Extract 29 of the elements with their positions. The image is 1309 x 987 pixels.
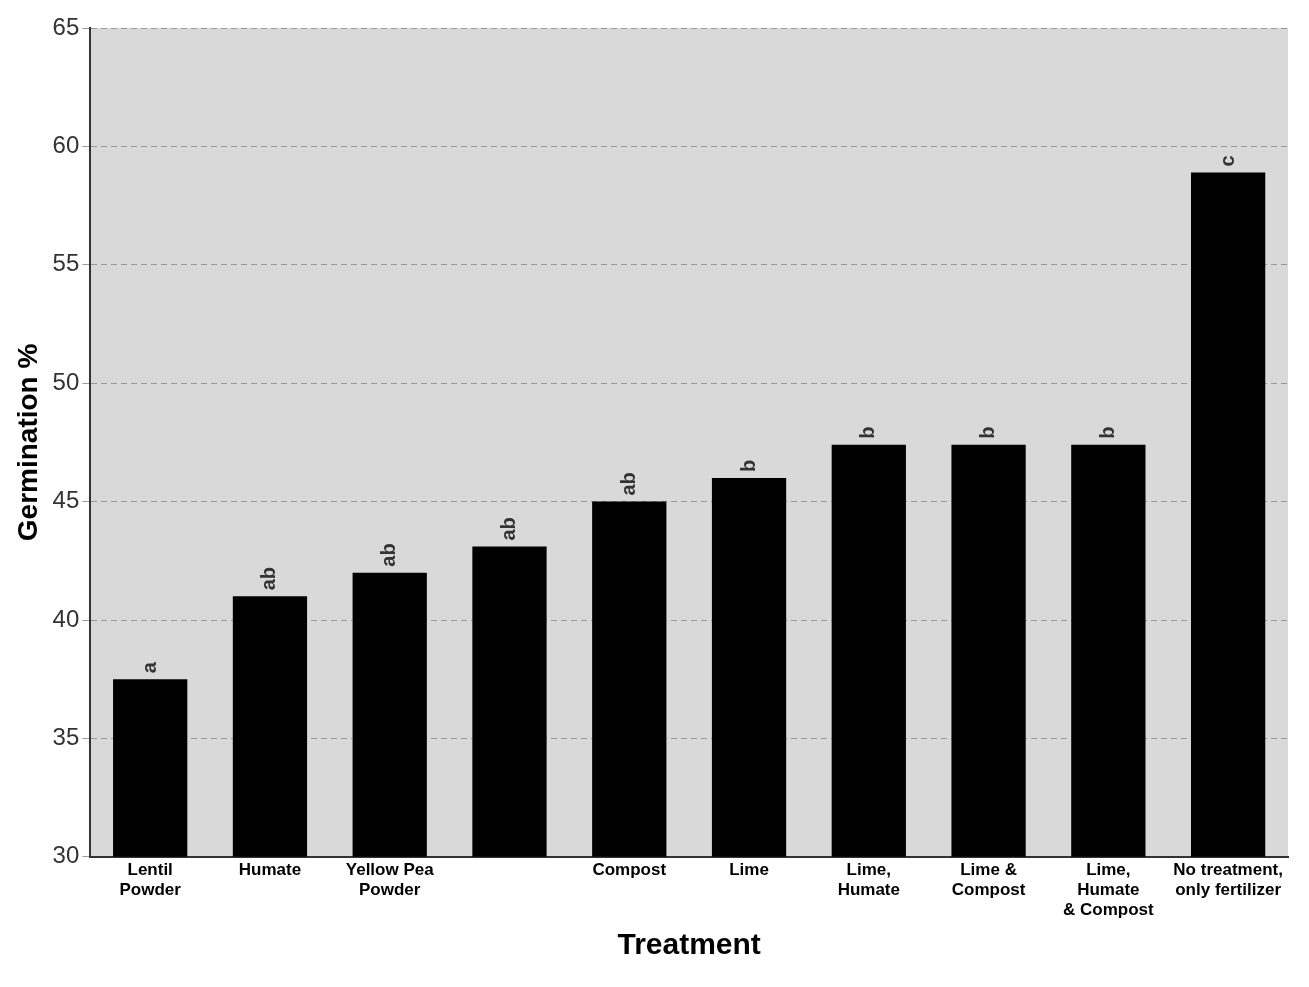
data-label: ab [616,472,639,496]
x-axis-title: Treatment [617,927,761,961]
data-label: ab [377,543,400,567]
x-tick-label: Lime, Humate [837,859,900,900]
y-tick-label: 65 [52,12,80,40]
x-tick-label: Humate [238,859,302,879]
y-tick-label: 45 [52,486,80,514]
y-tick-label: 30 [52,841,80,869]
data-label: ab [497,517,520,541]
y-tick-label: 60 [52,131,80,159]
y-tick-label: 40 [52,604,80,632]
x-tick-label: No treatment, only fertilizer [1173,859,1283,900]
data-label: b [856,426,879,439]
y-tick-label: 50 [52,367,80,395]
y-axis-title: Germination % [11,343,43,542]
data-label: b [1095,426,1118,439]
x-tick-label: Lime, Humate & Compost [1063,859,1155,920]
data-label: a [137,661,160,674]
data-label: b [736,459,759,472]
data-label: c [1215,155,1238,167]
y-tick-label: 35 [52,723,80,751]
x-tick-label: Lime & Compost [951,859,1026,900]
x-tick-label: Yellow Pea Powder [345,859,435,900]
data-label: ab [257,566,280,591]
data-label: b [976,426,999,439]
x-tick-label: Compost [592,859,667,879]
x-tick-label: Lentil Powder [119,859,182,900]
x-tick-label: Lime [729,859,769,879]
y-tick-label: 55 [52,249,80,277]
